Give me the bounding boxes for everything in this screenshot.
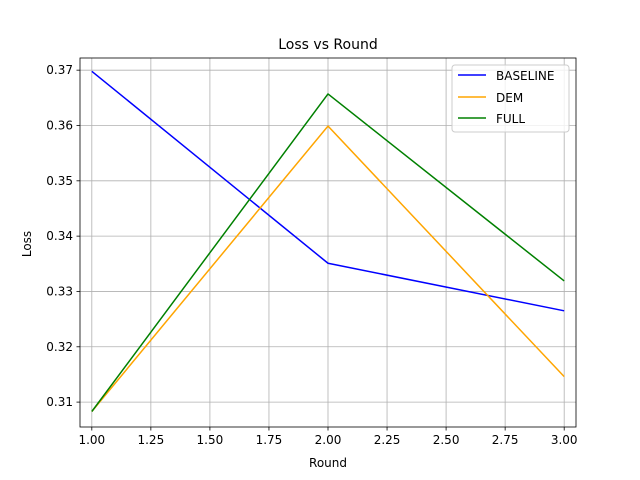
y-tick-label: 0.34 xyxy=(46,229,73,243)
y-tick-label: 0.33 xyxy=(46,284,73,298)
plot-lines xyxy=(91,70,565,412)
x-tick-label: 1.75 xyxy=(256,433,283,447)
x-tick-label: 2.75 xyxy=(492,433,519,447)
series-line-dem xyxy=(91,125,565,412)
x-tick-label: 1.25 xyxy=(137,433,164,447)
y-tick-label: 0.37 xyxy=(46,63,73,77)
legend-label-baseline: BASELINE xyxy=(496,69,554,83)
y-tick-label: 0.31 xyxy=(46,395,73,409)
x-tick-label: 1.00 xyxy=(78,433,105,447)
x-tick-label: 2.00 xyxy=(315,433,342,447)
x-axis-label: Round xyxy=(309,456,347,470)
y-tick-label: 0.32 xyxy=(46,340,73,354)
legend-label-full: FULL xyxy=(496,112,525,126)
series-line-full xyxy=(91,93,565,412)
chart-title: Loss vs Round xyxy=(278,37,377,53)
y-tick-label: 0.35 xyxy=(46,174,73,188)
legend-label-dem: DEM xyxy=(496,91,523,105)
x-tick-label: 1.50 xyxy=(197,433,224,447)
x-tick-label: 2.25 xyxy=(374,433,401,447)
series-line-baseline xyxy=(91,70,565,312)
x-tick-label: 3.00 xyxy=(551,433,578,447)
legend: BASELINE DEM FULL xyxy=(451,64,570,133)
y-axis-label: Loss xyxy=(20,231,34,257)
legend-box xyxy=(451,64,570,133)
x-tick-label: 2.50 xyxy=(433,433,460,447)
y-tick-label: 0.36 xyxy=(46,118,73,132)
axis-ticks: 1.00 1.25 1.50 1.75 2.00 2.25 2.50 2.75 3.00 0.31… xyxy=(46,63,577,447)
